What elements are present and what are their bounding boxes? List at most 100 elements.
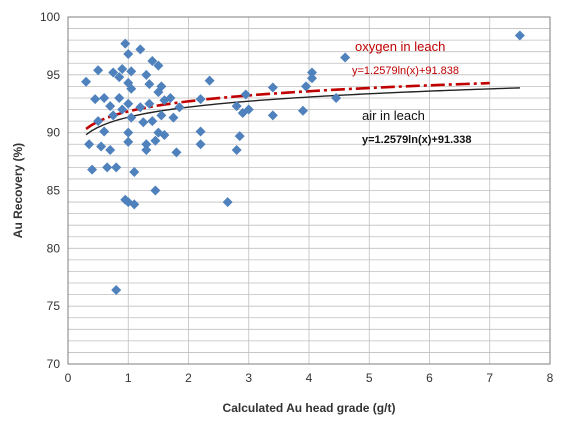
data-point <box>96 141 107 152</box>
x-tick-label: 0 <box>65 371 72 385</box>
data-point <box>331 92 342 103</box>
x-tick-label: 8 <box>547 371 554 385</box>
data-point <box>129 166 140 177</box>
data-point <box>156 110 167 121</box>
data-point <box>102 162 113 173</box>
data-point <box>147 116 158 127</box>
plot-area-frame <box>67 16 551 365</box>
data-point <box>234 131 245 142</box>
x-tick-label: 3 <box>245 371 252 385</box>
y-tick-label: 70 <box>47 357 61 371</box>
data-point <box>99 92 110 103</box>
trendlines <box>85 81 520 136</box>
data-point <box>126 83 137 94</box>
data-point <box>129 199 140 210</box>
data-point <box>156 81 167 92</box>
data-point <box>147 55 158 66</box>
data-point <box>141 69 152 80</box>
y-tick-label: 75 <box>47 299 61 313</box>
data-point <box>111 162 122 173</box>
data-point <box>168 112 179 123</box>
data-point <box>195 94 206 105</box>
data-point <box>123 49 134 60</box>
y-axis-title: Au Recovery (%) <box>11 143 25 238</box>
data-point <box>117 104 128 115</box>
oxygen-trend-equation: y=1.2579ln(x)+91.838 <box>352 65 459 77</box>
air-trendline <box>85 87 520 136</box>
data-point <box>111 284 122 295</box>
data-point <box>150 185 161 196</box>
data-point <box>114 72 125 83</box>
data-point <box>84 139 95 150</box>
y-tick-label: 85 <box>47 184 61 198</box>
x-tick-label: 1 <box>125 371 132 385</box>
gridlines <box>68 17 550 364</box>
data-point <box>81 76 92 87</box>
data-point <box>231 101 242 112</box>
data-point <box>514 30 525 41</box>
data-point <box>123 98 134 109</box>
air-in-leach-label: air in leach <box>362 108 425 123</box>
oxygen-trendline <box>85 81 490 130</box>
x-tick-label: 4 <box>306 371 313 385</box>
data-point <box>243 104 254 115</box>
x-tick-label: 2 <box>185 371 192 385</box>
data-point <box>87 164 98 175</box>
data-point <box>123 127 134 138</box>
data-point <box>135 102 146 113</box>
y-tick-label: 80 <box>47 241 61 255</box>
oxygen-in-leach-label: oxygen in leach <box>355 39 445 54</box>
data-point <box>267 82 278 93</box>
air-trend-equation: y=1.2579ln(x)+91.338 <box>362 134 471 146</box>
x-tick-label: 7 <box>486 371 493 385</box>
data-point <box>108 67 119 78</box>
data-point <box>126 66 137 77</box>
y-tick-label: 90 <box>47 126 61 140</box>
data-point <box>267 110 278 121</box>
data-point <box>195 139 206 150</box>
data-point <box>141 145 152 156</box>
data-point <box>105 145 116 156</box>
data-point <box>153 60 164 71</box>
x-tick-label: 5 <box>366 371 373 385</box>
data-points <box>81 30 525 295</box>
data-point <box>297 105 308 116</box>
data-point <box>108 110 119 121</box>
data-point <box>159 129 170 140</box>
data-point <box>300 81 311 92</box>
data-point <box>144 79 155 90</box>
data-point <box>114 92 125 103</box>
data-point <box>340 52 351 63</box>
data-point <box>307 73 318 84</box>
data-point <box>135 44 146 55</box>
data-point <box>105 101 116 112</box>
y-tick-label: 100 <box>40 10 60 24</box>
data-point <box>150 135 161 146</box>
data-point <box>120 38 131 49</box>
data-point <box>171 147 182 158</box>
data-point <box>99 126 110 137</box>
data-point <box>141 139 152 150</box>
x-tick-label: 6 <box>426 371 433 385</box>
data-point <box>204 75 215 86</box>
data-point <box>93 116 104 127</box>
data-point <box>138 117 149 128</box>
y-tick-label: 95 <box>47 68 61 82</box>
data-point <box>195 126 206 137</box>
data-point <box>126 112 137 123</box>
data-point <box>117 64 128 75</box>
tick-labels: 0 1 2 3 4 5 6 7 8 70 75 80 85 90 95 100 <box>40 10 554 385</box>
data-point <box>165 92 176 103</box>
data-point <box>240 89 251 100</box>
data-point <box>174 102 185 113</box>
data-point <box>93 65 104 76</box>
data-point <box>123 136 134 147</box>
x-axis-title: Calculated Au head grade (g/t) <box>223 401 396 415</box>
data-point <box>222 197 233 208</box>
data-point <box>144 98 155 109</box>
data-point <box>231 145 242 156</box>
data-point <box>307 67 318 78</box>
